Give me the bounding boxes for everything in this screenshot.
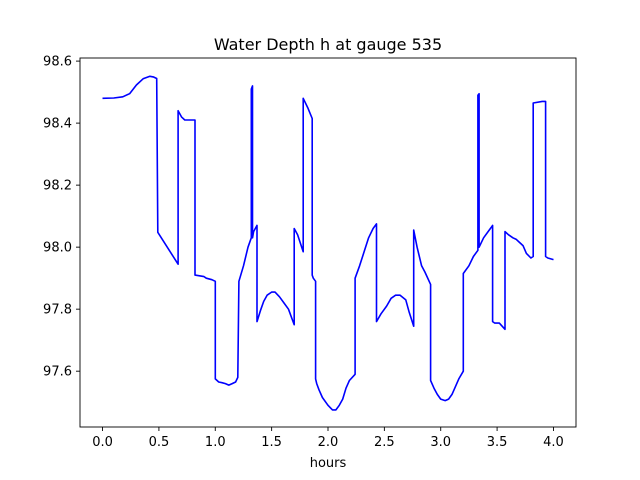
y-axis-ticks: 97.6 97.8 98.0 98.2 98.4 98.6 — [43, 55, 80, 380]
x-tick-label: 0.0 — [92, 435, 113, 450]
y-tick-label: 98.4 — [43, 117, 72, 132]
x-axis-label: hours — [310, 456, 347, 471]
y-tick-label: 98.2 — [43, 179, 72, 194]
x-tick-label: 2.0 — [318, 435, 339, 450]
chart-title: Water Depth h at gauge 535 — [214, 35, 442, 54]
x-tick-label: 4.0 — [543, 435, 564, 450]
y-tick-label: 97.6 — [43, 365, 72, 380]
x-tick-label: 2.5 — [374, 435, 395, 450]
x-tick-label: 3.5 — [487, 435, 508, 450]
plot-area — [102, 75, 554, 411]
series-line — [102, 75, 554, 411]
y-tick-label: 98.6 — [43, 55, 72, 70]
x-tick-label: 1.5 — [261, 435, 282, 450]
x-tick-label: 0.5 — [149, 435, 170, 450]
x-axis-ticks: 0.0 0.5 1.0 1.5 2.0 2.5 3.0 3.5 4.0 — [92, 427, 564, 450]
y-tick-label: 98.0 — [43, 241, 72, 256]
x-tick-label: 3.0 — [430, 435, 451, 450]
y-tick-label: 97.8 — [43, 303, 72, 318]
x-tick-label: 1.0 — [205, 435, 226, 450]
